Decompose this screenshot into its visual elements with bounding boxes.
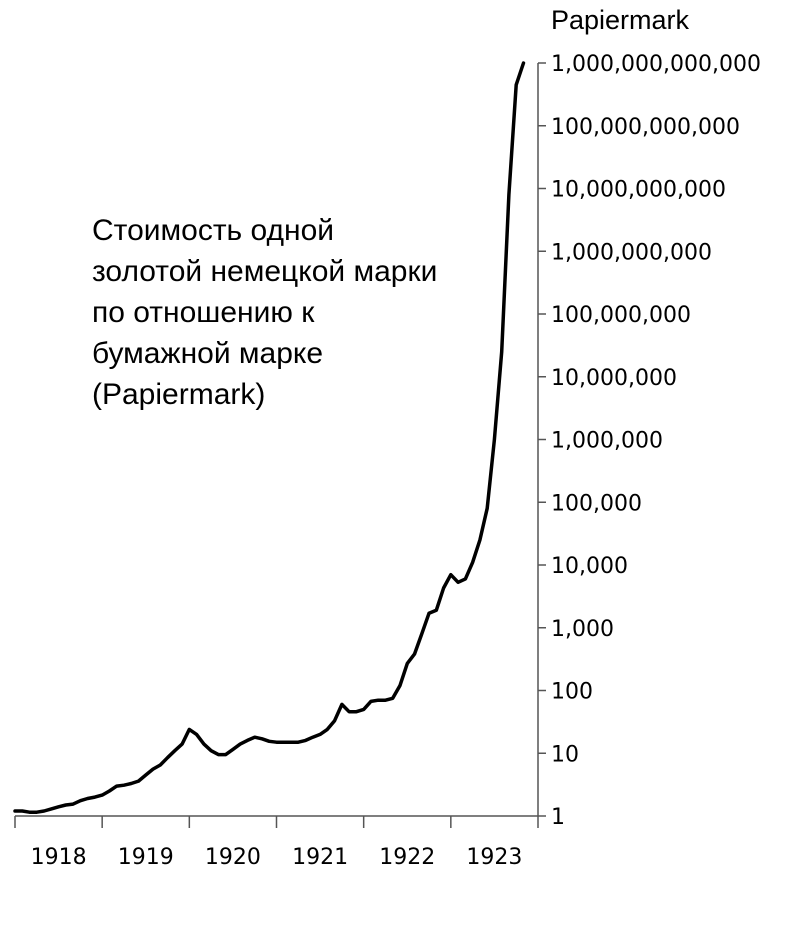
y-tick-label: 100,000,000,000 [551, 115, 740, 140]
x-tick-label: 1919 [118, 845, 174, 870]
plot-area: 1 10 100 1,000 10,000 100,000 1,000,000 10,000,… [13, 5, 761, 870]
y-tick-label: 1,000,000,000 [551, 240, 712, 265]
y-tick-label: 1,000,000,000,000 [551, 52, 761, 77]
y-axis-unit-label: Papiermark [551, 5, 690, 35]
annotation-line: бумажной марке [92, 337, 323, 370]
annotation-line: по отношению к [92, 296, 315, 329]
x-tick-label: 1921 [292, 845, 348, 870]
x-tick-label: 1922 [379, 845, 435, 870]
y-tick-label: 100,000 [551, 491, 642, 516]
y-tick-label: 10,000,000 [551, 366, 677, 391]
y-tick-label: 100 [551, 680, 593, 705]
series-line [13, 61, 526, 814]
y-tick-label: 1,000,000 [551, 429, 663, 454]
y-tick-label: 10,000 [551, 554, 628, 579]
x-tick-label: 1923 [466, 845, 522, 870]
y-tick-label: 1 [551, 805, 565, 830]
y-tick-label: 1,000 [551, 617, 614, 642]
annotation-line: золотой немецкой марки [92, 255, 437, 288]
annotation-line: Стоимость одной [92, 214, 334, 247]
y-tick-label: 10,000,000,000 [551, 178, 726, 203]
annotation-line: (Papiermark) [92, 378, 265, 411]
x-tick-label: 1920 [205, 845, 261, 870]
x-tick-label: 1918 [31, 845, 87, 870]
y-tick-label: 10 [551, 742, 579, 767]
y-tick-label: 100,000,000 [551, 303, 691, 328]
